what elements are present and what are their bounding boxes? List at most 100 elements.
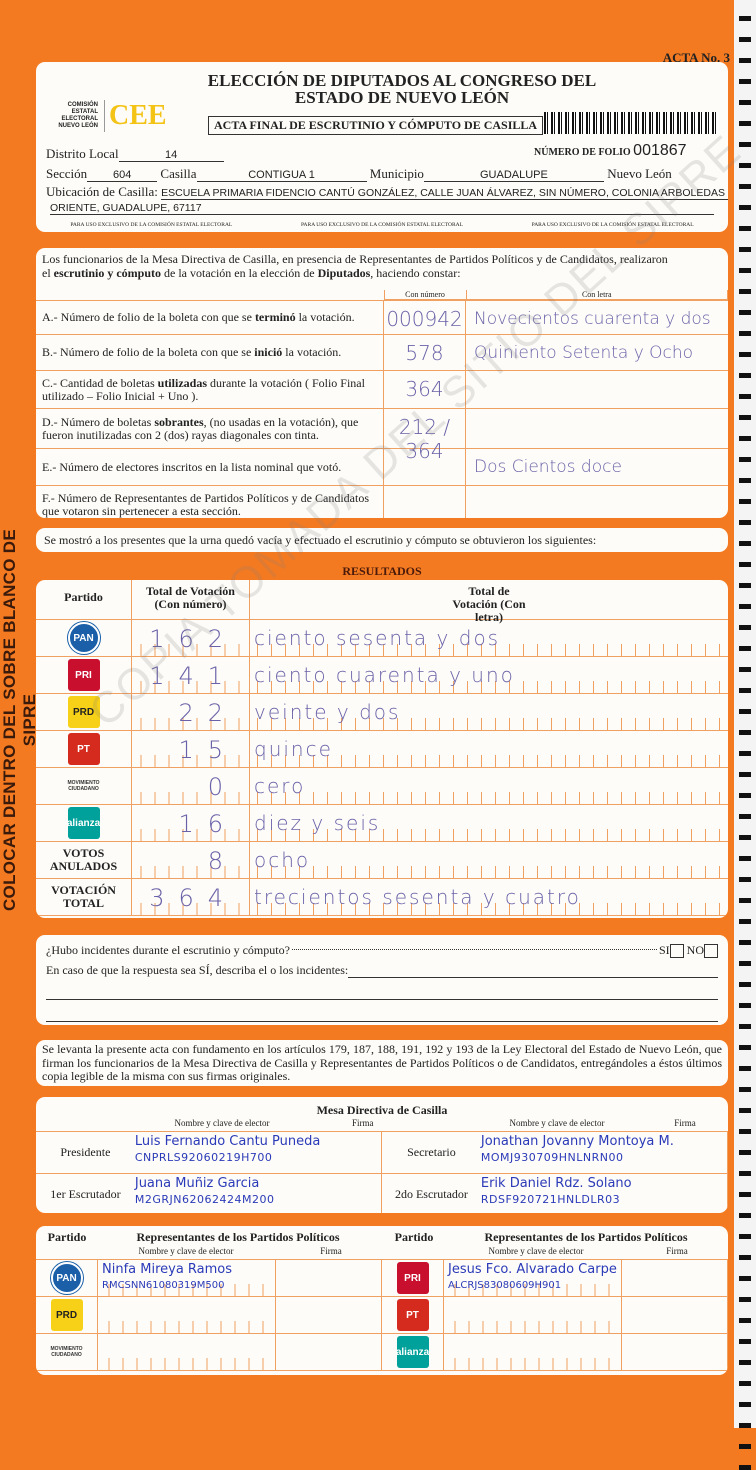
numero-value[interactable]: 364	[384, 371, 466, 408]
votos-numero[interactable]: 16	[132, 805, 250, 841]
representante-field[interactable]	[98, 1297, 276, 1333]
letra-value[interactable]	[466, 371, 728, 408]
seccion-label: Sección	[46, 166, 88, 181]
funcionario-nombre: Erik Daniel Rdz. Solano	[480, 1176, 632, 1191]
numero-value[interactable]: 578	[384, 335, 466, 370]
party-logo-pri: PRI	[396, 1262, 429, 1294]
result-row: VOTACIÓN TOTAL 364 trecientos sesenta y …	[36, 879, 728, 916]
representante-nombre: Jesus Fco. Alvarado Carpe	[448, 1262, 617, 1277]
cee-logo: COMISIÓN ESTATAL ELECTORAL NUEVO LEÓN CE…	[58, 100, 167, 132]
votos-numero[interactable]: 22	[132, 694, 250, 730]
municipio-value: GUADALUPE	[423, 169, 604, 182]
result-row: alianza 16 diez y seis	[36, 805, 728, 842]
votos-letra[interactable]: ocho	[250, 842, 728, 878]
votos-numero[interactable]: 162	[132, 620, 250, 656]
firma-field[interactable]	[276, 1334, 382, 1370]
incidentes-panel: ¿Hubo incidentes durante el escrutinio y…	[36, 935, 728, 1025]
firma-field[interactable]	[693, 1174, 728, 1213]
votos-letra[interactable]: ciento sesenta y dos	[250, 620, 728, 656]
votos-letra[interactable]: ciento cuarenta y uno	[250, 657, 728, 693]
result-row: PRD 22 veinte y dos	[36, 694, 728, 731]
firma-field[interactable]	[622, 1297, 728, 1333]
funcionario-field[interactable]: Luis Fernando Cantu Puneda CNPRLS92060219…	[135, 1132, 348, 1173]
cargo-label: Presidente	[60, 1145, 111, 1159]
incidentes-line[interactable]	[46, 1000, 718, 1022]
firma-field[interactable]	[622, 1334, 728, 1370]
letra-value[interactable]: Novecientos cuarenta y dos	[474, 309, 711, 329]
ubicacion-line-2: ORIENTE, GUADALUPE, 67117	[50, 202, 714, 215]
representante-field[interactable]: Ninfa Mireya Ramos RMCSNN61080319M500	[98, 1260, 276, 1296]
letra-value[interactable]: Quiniento Setenta y Ocho	[474, 343, 694, 363]
letra-value[interactable]	[466, 486, 728, 518]
votos-letra[interactable]: quince	[250, 731, 728, 767]
col-partido: Partido	[36, 580, 132, 619]
numero-value[interactable]	[384, 486, 466, 518]
votos-letra[interactable]: veinte y dos	[250, 694, 728, 730]
cargo-label: Secretario	[407, 1145, 456, 1159]
row-label: VOTACIÓN TOTAL	[51, 883, 116, 910]
party-logo-pt: PT	[67, 733, 100, 765]
letra-value[interactable]	[466, 409, 728, 448]
estado: Nuevo León	[607, 166, 672, 181]
votos-numero[interactable]: 364	[132, 879, 250, 915]
title-line-1: ELECCIÓN DE DIPUTADOS AL CONGRESO DEL	[207, 71, 597, 90]
representante-field[interactable]	[444, 1334, 622, 1370]
numero-value[interactable]	[384, 449, 466, 485]
representante-row: PRI Jesus Fco. Alvarado Carpe ALCRJS83080…	[382, 1260, 728, 1297]
result-row: PAN 162 ciento sesenta y dos	[36, 620, 728, 657]
party-logo-pt: PT	[396, 1299, 429, 1331]
numero-value[interactable]: 212 / 364	[384, 409, 466, 463]
party-logo-movimiento-ciudadano: MOVIMIENTO CIUDADANO	[67, 780, 100, 792]
firma-field[interactable]	[347, 1132, 382, 1173]
party-logo-alianza: alianza	[67, 807, 100, 839]
votos-numero[interactable]: 15	[132, 731, 250, 767]
result-row: MOVIMIENTO CIUDADANO 0 cero	[36, 768, 728, 805]
exclusivo-note: PARA USO EXCLUSIVO DE LA COMISIÓN ESTATA…	[70, 222, 233, 228]
votos-letra[interactable]: trecientos sesenta y cuatro	[250, 879, 728, 915]
firma-field[interactable]	[276, 1297, 382, 1333]
ubicacion-label: Ubicación de Casilla:	[46, 184, 158, 199]
representantes-panel: Partido Representantes de los Partidos Po…	[36, 1226, 728, 1375]
col-numero-header: Con número	[383, 290, 467, 300]
side-instruction: COLOCAR DENTRO DEL SOBRE BLANCO DE SIPRE	[0, 529, 39, 912]
representante-nombre: Ninfa Mireya Ramos	[102, 1262, 233, 1277]
funcionario-field[interactable]: Juana Muñiz Garcia M2GRJN62062424M200	[135, 1174, 348, 1213]
votos-numero[interactable]: 8	[132, 842, 250, 878]
firma-field[interactable]	[276, 1260, 382, 1296]
votos-letra[interactable]: cero	[250, 768, 728, 804]
cargo-label: 2do Escrutador	[394, 1186, 468, 1201]
constancia-row: F.- Número de Representantes de Partidos…	[36, 485, 728, 518]
casilla-value: CONTIGUA 1	[196, 169, 367, 182]
funcionario-field[interactable]: Erik Daniel Rdz. Solano RDSF920721HNLDLR0…	[481, 1174, 694, 1213]
barcode	[544, 112, 719, 134]
casilla-label: Casilla	[160, 166, 197, 181]
votos-numero[interactable]: 0	[132, 768, 250, 804]
scan-edge-marks	[734, 0, 756, 1470]
incidentes-line[interactable]	[46, 978, 718, 1000]
votos-numero[interactable]: 141	[132, 657, 250, 693]
firma-field[interactable]	[347, 1174, 382, 1213]
representante-field[interactable]: Jesus Fco. Alvarado Carpe ALCRJS83080609H…	[444, 1260, 622, 1296]
representante-field[interactable]	[98, 1334, 276, 1370]
votos-letra[interactable]: diez y seis	[250, 805, 728, 841]
clave-elector: RDSF920721HNLDLR03	[480, 1193, 621, 1206]
no-checkbox[interactable]	[704, 943, 718, 958]
funcionario-field[interactable]: Jonathan Jovanny Montoya M. MOMJ930709HNL…	[481, 1132, 694, 1173]
firma-field[interactable]	[693, 1132, 728, 1173]
party-logo-prd: PRD	[50, 1299, 83, 1331]
firma-field[interactable]	[622, 1260, 728, 1296]
letra-value[interactable]: Dos Cientos doce	[474, 457, 622, 477]
constancia-row: D.- Número de boletas sobrantes, (no usa…	[36, 408, 728, 463]
constancia-row: A.- Número de folio de la boleta con que…	[36, 300, 728, 334]
mesa-title: Mesa Directiva de Casilla	[316, 1103, 448, 1117]
funcionario-nombre: Juana Muñiz Garcia	[134, 1176, 260, 1191]
incidentes-describe: En caso de que la respuesta sea SÍ, desc…	[46, 963, 349, 977]
constancia-panel: Los funcionarios de la Mesa Directiva de…	[36, 248, 728, 518]
urna-statement: Se mostró a los presentes que la urna qu…	[36, 528, 728, 552]
incidentes-line[interactable]	[348, 963, 718, 978]
representante-field[interactable]	[444, 1297, 622, 1333]
title-line-2: ESTADO DE NUEVO LEÓN	[294, 88, 510, 107]
numero-value[interactable]: 000942	[384, 301, 466, 334]
clave-elector: CNPRLS92060219H700	[134, 1151, 273, 1164]
si-checkbox[interactable]	[669, 943, 684, 958]
